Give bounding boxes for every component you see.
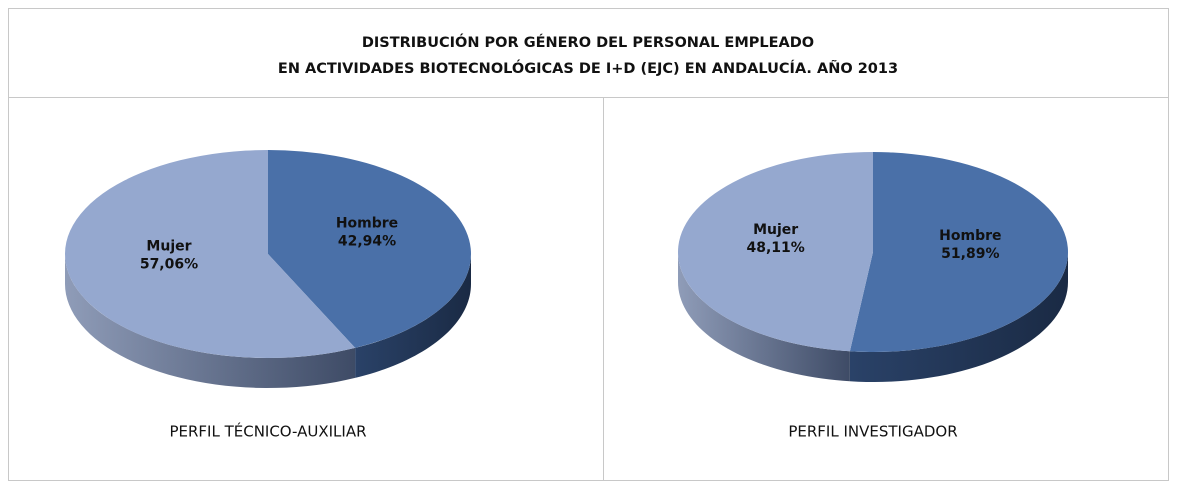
slice-value: 48,11%: [747, 240, 805, 256]
slice-value: 57,06%: [140, 256, 198, 272]
title-line: EN ACTIVIDADES BIOTECNOLÓGICAS DE I+D (E…: [278, 59, 898, 77]
slice-value: 51,89%: [941, 246, 999, 262]
pie-slice: [849, 152, 1069, 353]
slice-value: 42,94%: [338, 234, 396, 250]
pie-slice: [268, 150, 472, 348]
slice-side: [65, 254, 356, 388]
slice-label: Hombre: [336, 216, 398, 232]
slice-label: Hombre: [939, 228, 1001, 244]
pie-slice: [678, 152, 873, 352]
chart-title: PERFIL TÉCNICO-AUXILIAR: [169, 422, 366, 441]
slice-label: Mujer: [146, 238, 191, 254]
slice-side: [849, 252, 1068, 382]
slice-side: [678, 252, 850, 382]
slice-label: Mujer: [753, 222, 798, 238]
frame: [8, 8, 1169, 481]
chart-title: PERFIL INVESTIGADOR: [788, 423, 957, 441]
slice-side: [355, 254, 471, 378]
title-line: DISTRIBUCIÓN POR GÉNERO DEL PERSONAL EMP…: [362, 33, 814, 51]
pie-slice: [65, 150, 356, 358]
